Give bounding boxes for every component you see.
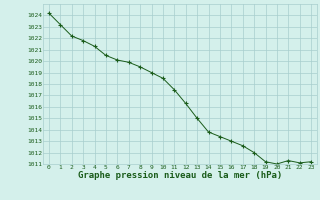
X-axis label: Graphe pression niveau de la mer (hPa): Graphe pression niveau de la mer (hPa) bbox=[78, 171, 282, 180]
